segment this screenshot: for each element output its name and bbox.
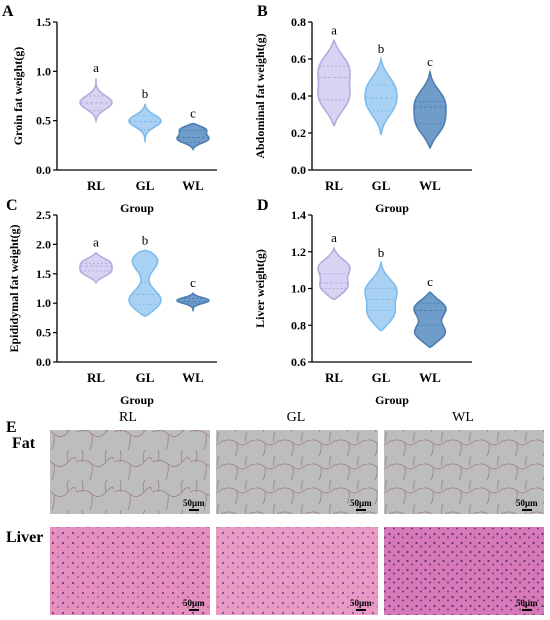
violin-gl xyxy=(128,249,162,317)
histology-column-header: GL xyxy=(287,410,306,425)
x-tick-label: RL xyxy=(325,370,343,385)
significance-letter: b xyxy=(378,41,385,56)
violin-gl xyxy=(364,55,398,135)
y-tick-label: 0.6 xyxy=(291,355,306,369)
y-tick-label: 0.4 xyxy=(291,89,306,103)
y-tick-label: 1.0 xyxy=(291,282,306,296)
y-axis-label: Groin fat weight(g) xyxy=(11,47,25,145)
scale-bar: 50μm xyxy=(350,598,372,611)
y-tick-label: 0.5 xyxy=(36,326,51,340)
y-axis-label: Liver weight(g) xyxy=(253,249,267,328)
chart-groin-fat: 0.0 0.5 1.0 1.5 Groin fat weight(g) Group a RL b… xyxy=(11,15,217,215)
y-tick-label: 0.0 xyxy=(36,163,51,177)
liver-image-gl xyxy=(216,527,378,615)
fat-image-gl xyxy=(216,430,378,514)
histology-column-header: WL xyxy=(452,410,474,425)
x-tick-label: GL xyxy=(136,370,155,385)
violin-wl xyxy=(413,291,447,349)
significance-letter: c xyxy=(427,274,433,289)
y-tick-label: 0.5 xyxy=(36,114,51,128)
y-tick-label: 1.0 xyxy=(36,64,51,78)
x-tick-label: WL xyxy=(182,370,204,385)
chart-liver-weight: 0.6 0.8 1.0 1.2 1.4 Liver weight(g) Group a RL b G… xyxy=(253,208,472,407)
panel-letter-e: E xyxy=(6,419,17,436)
liver-image-rl xyxy=(50,527,210,615)
scale-bar: 50μm xyxy=(350,498,372,511)
y-tick-label: 0.0 xyxy=(36,355,51,369)
x-tick-label: WL xyxy=(182,178,204,193)
significance-letter: b xyxy=(142,86,149,101)
scale-bar-label: 50μm xyxy=(183,498,205,508)
y-tick-label: 1.5 xyxy=(36,267,51,281)
significance-letter: c xyxy=(190,106,196,121)
violin-gl xyxy=(364,259,398,332)
liver-image-wl xyxy=(384,527,544,615)
histology-column-header: RL xyxy=(119,410,137,425)
significance-letter: b xyxy=(378,245,385,260)
x-axis-label: Group xyxy=(375,393,409,407)
violin-rl xyxy=(317,38,351,128)
panel-letter-b: B xyxy=(257,3,268,20)
violin-rl xyxy=(79,251,113,284)
y-tick-label: 0.8 xyxy=(291,318,306,332)
histology-row-label-fat: Fat xyxy=(12,435,36,452)
y-axis-label: Abdominal fat weight(g) xyxy=(253,33,267,158)
y-tick-label: 0.0 xyxy=(291,163,306,177)
panel-letter-d: D xyxy=(257,197,269,214)
y-tick-label: 2.0 xyxy=(36,237,51,251)
significance-letter: a xyxy=(331,230,337,245)
x-tick-label: WL xyxy=(419,370,441,385)
scale-bar: 50μm xyxy=(516,498,538,511)
fat-image-wl xyxy=(384,430,544,514)
y-tick-label: 0.8 xyxy=(291,15,306,29)
significance-letter: b xyxy=(142,232,149,247)
y-tick-label: 0.6 xyxy=(291,52,306,66)
significance-letter: a xyxy=(331,23,337,38)
scale-bar-label: 50μm xyxy=(516,598,538,608)
violin-wl xyxy=(176,122,210,151)
violin-gl xyxy=(128,103,162,143)
y-tick-label: 1.2 xyxy=(291,245,306,259)
x-tick-label: RL xyxy=(87,178,105,193)
violin-rl xyxy=(317,246,351,301)
scale-bar: 50μm xyxy=(516,598,538,611)
x-axis-label: Group xyxy=(120,393,154,407)
y-tick-label: 1.5 xyxy=(36,15,51,29)
violin-rl xyxy=(79,78,113,124)
panel-letter-c: C xyxy=(6,197,18,214)
histology-panel: RL GL WL Fat Liver 50μm 50μm 50μm 50μm 5… xyxy=(6,410,544,615)
chart-abdominal-fat: 0.0 0.2 0.4 0.6 0.8 Abdominal fat weight(g) Gr… xyxy=(253,15,472,215)
x-axis-label: Group xyxy=(120,201,154,215)
significance-letter: a xyxy=(93,60,99,75)
x-axis-label: Group xyxy=(375,201,409,215)
violin-wl xyxy=(413,69,447,150)
panel-letter-a: A xyxy=(2,3,14,20)
scale-bar-label: 50μm xyxy=(516,498,538,508)
violin-wl xyxy=(176,291,210,312)
scale-bar-label: 50μm xyxy=(350,498,372,508)
scale-bar: 50μm xyxy=(183,498,205,511)
chart-epididymal-fat: 0.0 0.5 1.0 1.5 2.0 2.5 Epididymal fat weight(… xyxy=(7,208,217,407)
y-tick-label: 1.0 xyxy=(36,296,51,310)
y-tick-label: 0.2 xyxy=(291,126,306,140)
x-tick-label: GL xyxy=(372,370,391,385)
x-tick-label: WL xyxy=(419,178,441,193)
y-tick-label: 2.5 xyxy=(36,208,51,222)
x-tick-label: GL xyxy=(372,178,391,193)
scale-bar-label: 50μm xyxy=(183,598,205,608)
scale-bar: 50μm xyxy=(183,598,205,611)
scale-bar-label: 50μm xyxy=(350,598,372,608)
y-tick-label: 1.4 xyxy=(291,208,306,222)
significance-letter: a xyxy=(93,235,99,250)
fat-image-rl xyxy=(50,430,210,514)
significance-letter: c xyxy=(190,275,196,290)
histology-row-label-liver: Liver xyxy=(6,529,43,546)
significance-letter: c xyxy=(427,54,433,69)
y-axis-label: Epididymal fat weight(g) xyxy=(7,224,21,352)
x-tick-label: RL xyxy=(325,178,343,193)
x-tick-label: RL xyxy=(87,370,105,385)
x-tick-label: GL xyxy=(136,178,155,193)
